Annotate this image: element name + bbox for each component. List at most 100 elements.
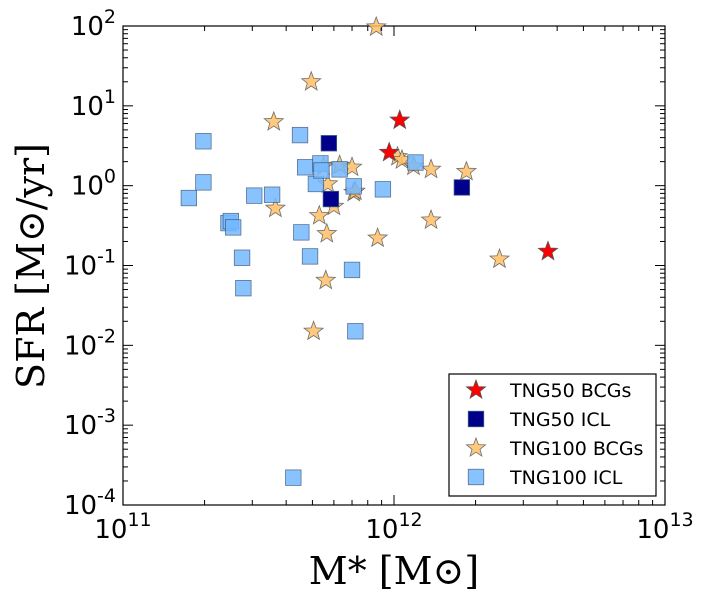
tng100-icl-point-group	[313, 162, 330, 179]
y-tick-label: 102	[71, 6, 116, 42]
legend: TNG50 BCGs TNG50 ICL TNG100 BCGs TNG100 ICL	[448, 373, 657, 497]
data-points	[180, 15, 559, 486]
tng100-icl-point-group	[195, 174, 212, 191]
legend-marker-group-tng100-bcgs	[465, 436, 487, 458]
y-tick-label: 100	[71, 166, 116, 202]
tng100-bcgs-point-group	[367, 227, 389, 248]
tng100-bcgs-point	[263, 110, 285, 131]
legend-label-tng100-icl: TNG100 ICL	[509, 467, 623, 489]
legend-marker-tng100-bcgs	[465, 436, 487, 458]
tng100-icl-point	[285, 469, 302, 486]
legend-label-tng50-bcgs: TNG50 BCGs	[509, 380, 631, 402]
tng100-icl-point-group	[347, 323, 364, 340]
tng100-bcgs-point	[264, 197, 286, 218]
tng100-icl-point	[293, 224, 310, 241]
y-tick-label: 10-3	[64, 405, 116, 441]
tng100-icl-point-group	[296, 159, 314, 176]
tng100-icl-point	[291, 126, 309, 144]
tng100-icl-point-group	[293, 224, 310, 241]
tng100-icl-point	[343, 261, 361, 279]
tng100-icl-point	[263, 186, 281, 203]
x-axis-label: M* [M⊙]	[309, 549, 479, 593]
legend-label-tng50-icl: TNG50 ICL	[509, 409, 611, 431]
tng50-icl-point-group	[320, 135, 338, 152]
tng50-bcgs-point-group	[378, 141, 400, 162]
tng50-icl-point-group	[453, 179, 471, 196]
legend-marker-group-tng100-icl	[467, 468, 485, 486]
y-axis-label: SFR [M⊙/yr]	[9, 143, 53, 389]
tng100-bcgs-point-group	[365, 15, 387, 37]
tng100-bcgs-point-group	[263, 110, 285, 131]
tng50-bcgs-point-group	[389, 109, 411, 130]
y-tick-label: 10-1	[64, 246, 116, 282]
tng100-icl-point	[195, 133, 212, 150]
tng100-icl-point	[301, 248, 319, 265]
tng50-icl-point	[322, 190, 340, 208]
tng100-bcgs-point	[455, 160, 477, 181]
legend-marker-tng50-icl	[467, 410, 485, 428]
legend-marker-group-tng50-icl	[467, 410, 485, 428]
tng100-bcgs-point	[315, 269, 337, 290]
tng100-bcgs-point	[302, 320, 325, 341]
tng100-icl-point-group	[345, 178, 362, 195]
x-tick-label: 1012	[365, 509, 422, 545]
tng50-bcgs-point	[537, 240, 559, 261]
tng100-icl-point	[195, 174, 212, 191]
tng100-icl-point-group	[195, 133, 212, 150]
tng100-bcgs-point-group	[488, 248, 511, 269]
tng100-icl-point-group	[225, 219, 242, 236]
tng100-bcgs-point	[308, 204, 330, 225]
tng100-icl-point	[233, 249, 251, 266]
tng100-bcgs-point-group	[308, 204, 330, 225]
y-tick-label: 101	[71, 86, 116, 122]
tng100-icl-point	[345, 178, 362, 195]
tng100-icl-point-group	[263, 186, 281, 203]
tng100-bcgs-point-group	[302, 320, 325, 341]
tng100-icl-point-group	[291, 126, 309, 144]
y-tick-label: 10-2	[64, 325, 116, 361]
tng100-icl-point-group	[343, 261, 361, 279]
tng50-bcgs-point	[378, 141, 400, 162]
axis-ticks	[122, 25, 666, 506]
tng100-bcgs-point	[488, 248, 511, 269]
tng100-bcgs-point-group	[420, 158, 442, 179]
tng100-bcgs-point-group	[420, 208, 442, 230]
tng100-icl-point-group	[407, 154, 424, 171]
tng100-bcgs-point	[316, 222, 338, 243]
legend-label-tng100-bcgs: TNG100 BCGs	[509, 438, 643, 460]
tng100-bcgs-point	[367, 227, 389, 248]
tng50-icl-point	[453, 179, 471, 196]
tng100-icl-point	[225, 219, 242, 236]
tng100-icl-point-group	[285, 469, 302, 486]
axis-tick-labels: 1011 1012 1013 10-4 10-3 10-2 10-1 100 101 102	[64, 6, 694, 545]
tng100-bcgs-point	[300, 70, 322, 91]
x-tick-label: 1013	[636, 509, 693, 545]
legend-marker-group-tng50-bcgs	[465, 378, 487, 400]
tng50-icl-point-group	[322, 190, 340, 208]
tng50-icl-point	[320, 135, 338, 152]
tng100-icl-point	[347, 323, 364, 340]
tng100-bcgs-point-group	[315, 269, 337, 290]
tng50-bcgs-point	[389, 109, 411, 130]
tng100-bcgs-point	[365, 15, 387, 37]
tng100-icl-point-group	[374, 181, 392, 198]
tng100-icl-point-group	[301, 248, 319, 265]
tng50-bcgs-point-group	[537, 240, 559, 261]
tng100-bcgs-point	[420, 158, 442, 179]
tng100-icl-point-group	[180, 189, 198, 207]
tng100-icl-point	[313, 162, 330, 179]
tng100-icl-point	[331, 161, 348, 178]
tng100-icl-point	[374, 181, 392, 198]
tng100-icl-point	[246, 187, 263, 204]
tng100-icl-point-group	[246, 187, 263, 204]
tng100-icl-point	[235, 280, 252, 297]
tng100-bcgs-point	[420, 208, 442, 230]
tng100-bcgs-point-group	[300, 70, 322, 91]
y-tick-label: 10-4	[64, 485, 116, 521]
tng100-icl-point	[407, 154, 424, 171]
tng100-icl-point-group	[235, 280, 252, 297]
legend-marker-tng50-bcgs	[465, 378, 487, 400]
tng100-icl-point	[180, 189, 198, 207]
